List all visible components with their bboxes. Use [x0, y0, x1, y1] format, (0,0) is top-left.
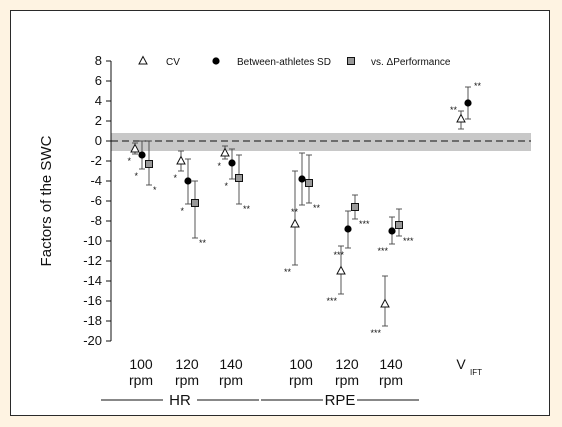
y-tick-label: -8: [90, 213, 102, 228]
significance-label: *: [153, 185, 157, 195]
significance-label: *: [180, 206, 184, 216]
data-point-circle-filled: [388, 227, 396, 235]
data-point-circle-filled: [298, 175, 306, 183]
x-category-unit: rpm: [219, 372, 243, 388]
significance-label: ***: [333, 250, 344, 260]
figure-frame: 8 6 4 2 0 -2 -4 -6 -8 -10 -12 -14 -16 -18 -20 Factors o…: [10, 10, 550, 416]
data-point-triangle-open: [380, 298, 390, 308]
data-point-square-filled: [305, 179, 313, 187]
y-tick-label: -16: [83, 293, 102, 308]
significance-label: **: [291, 207, 299, 217]
y-tick-label: -10: [83, 233, 102, 248]
data-point-square-filled: [145, 160, 153, 168]
y-tick-label: -14: [83, 273, 102, 288]
data-point-square-filled: [235, 174, 243, 182]
x-category-unit: rpm: [335, 372, 359, 388]
y-tick-label: 2: [95, 113, 102, 128]
y-tick-label: -4: [90, 173, 102, 188]
data-point-circle-filled: [228, 159, 236, 167]
significance-label: **: [284, 267, 292, 277]
data-point-square-filled: [351, 203, 359, 211]
legend-label: vs. ΔPerformance: [371, 57, 451, 68]
significance-label: ***: [403, 236, 414, 246]
y-tick-label: -6: [90, 193, 102, 208]
x-category-label: 100: [289, 356, 313, 372]
y-tick-label: -18: [83, 313, 102, 328]
data-point-triangle-open: [336, 265, 346, 275]
legend-label: Between-athletes SD: [237, 57, 331, 68]
chart: 8 6 4 2 0 -2 -4 -6 -8 -10 -12 -14 -16 -18 -20 Factors o…: [38, 53, 531, 409]
significance-label: ***: [326, 296, 337, 306]
swc-band: [111, 133, 531, 151]
data-point-square-filled: [191, 199, 199, 207]
x-category-label: 120: [175, 356, 199, 372]
significance-label: *: [224, 181, 228, 191]
y-axis-label: Factors of the SWC: [38, 135, 55, 266]
data-point-circle-filled: [344, 225, 352, 233]
significance-label: **: [199, 238, 207, 248]
x-category-label: 140: [219, 356, 243, 372]
legend-marker-circle-filled: [212, 57, 220, 65]
x-category-unit: rpm: [175, 372, 199, 388]
y-tick-label: -2: [90, 153, 102, 168]
significance-label: *: [127, 156, 131, 166]
x-category-label: 100: [129, 356, 153, 372]
y-tick-label: 4: [95, 93, 102, 108]
significance-label: *: [134, 171, 138, 181]
legend-marker-square-filled: [347, 57, 355, 65]
x-category-unit: rpm: [289, 372, 313, 388]
data-point-circle-filled: [184, 177, 192, 185]
x-category-unit: rpm: [379, 372, 403, 388]
x-category-label: 120: [335, 356, 359, 372]
significance-label: *: [217, 161, 221, 171]
y-tick-label: -20: [83, 333, 102, 348]
data-point-triangle-open: [220, 147, 230, 157]
y-tick-label: 8: [95, 53, 102, 68]
legend-marker-triangle-open: [138, 55, 148, 65]
x-category-label: 140: [379, 356, 403, 372]
significance-label: ***: [359, 219, 370, 229]
data-point-triangle-open: [456, 113, 466, 123]
significance-label: **: [474, 81, 482, 91]
significance-label: **: [243, 204, 251, 214]
y-tick-label: 6: [95, 73, 102, 88]
y-tick-label: -12: [83, 253, 102, 268]
y-tick-label: 0: [95, 133, 102, 148]
group-label: HR: [169, 392, 191, 409]
data-point-triangle-open: [176, 155, 186, 165]
x-category-subscript: IFT: [470, 368, 482, 377]
data-point-triangle-open: [130, 143, 140, 153]
legend-label: CV: [166, 57, 180, 68]
data-point-circle-filled: [464, 99, 472, 107]
data-point-circle-filled: [138, 151, 146, 159]
data-point-triangle-open: [290, 218, 300, 228]
significance-label: ***: [377, 246, 388, 256]
significance-label: **: [450, 105, 458, 115]
data-point-square-filled: [395, 221, 403, 229]
significance-label: *: [173, 173, 177, 183]
significance-label: ***: [370, 328, 381, 338]
group-label: RPE: [325, 392, 356, 409]
significance-label: **: [313, 203, 321, 213]
x-category-label: V: [456, 356, 466, 372]
x-category-unit: rpm: [129, 372, 153, 388]
